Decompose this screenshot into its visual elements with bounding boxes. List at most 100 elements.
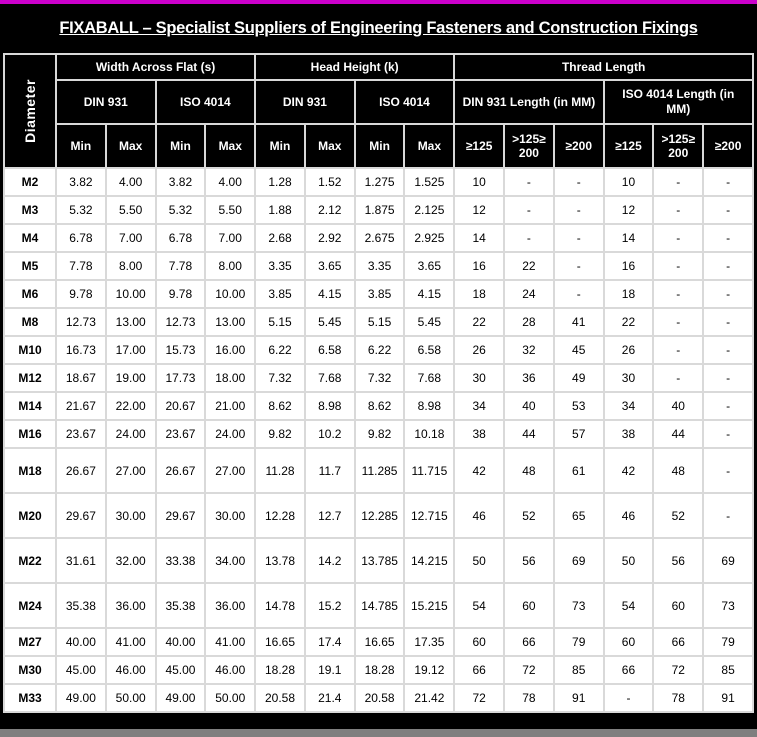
value-cell: 45.00 (55, 655, 107, 685)
value-cell: 66 (453, 655, 506, 685)
group-header-head-height: Head Height (k) (254, 53, 456, 81)
value-cell: 8.62 (254, 391, 306, 421)
diameter-label: Diameter (22, 79, 38, 143)
value-cell: 40.00 (55, 627, 107, 657)
value-cell: 1.275 (353, 167, 406, 197)
value-cell: - (702, 335, 754, 365)
value-cell: - (702, 447, 754, 494)
value-cell: 6.78 (55, 223, 107, 253)
diameter-cell: M24 (3, 582, 57, 629)
value-cell: 34 (453, 391, 506, 421)
subheader-iso4014-hh: ISO 4014 (353, 79, 456, 125)
value-cell: 21.42 (403, 683, 456, 713)
value-cell: 29.67 (55, 492, 107, 539)
value-cell: 8.98 (403, 391, 456, 421)
value-cell: 26 (453, 335, 506, 365)
value-cell: 14.215 (403, 537, 456, 584)
value-cell: - (702, 279, 754, 309)
range-header: >125≥200 (503, 123, 555, 169)
value-cell: 3.35 (254, 251, 306, 281)
value-cell: 49 (552, 363, 605, 393)
value-cell: 38 (453, 419, 506, 449)
value-cell: 12.285 (353, 492, 406, 539)
value-cell: - (652, 195, 705, 225)
measure-header-min: Min (154, 123, 207, 169)
value-cell: 23.67 (55, 419, 107, 449)
value-cell: 56 (503, 537, 555, 584)
diameter-cell: M10 (3, 335, 57, 365)
value-cell: 34.00 (204, 537, 257, 584)
value-cell: - (702, 251, 754, 281)
value-cell: 11.715 (403, 447, 456, 494)
value-cell: - (702, 363, 754, 393)
value-cell: 40 (503, 391, 555, 421)
value-cell: 78 (652, 683, 705, 713)
value-cell: 10.00 (204, 279, 257, 309)
value-cell: 1.52 (303, 167, 356, 197)
value-cell: 24.00 (204, 419, 257, 449)
value-cell: 5.50 (104, 195, 157, 225)
value-cell: 54 (602, 582, 655, 629)
value-cell: 1.88 (254, 195, 306, 225)
diameter-cell: M5 (3, 251, 57, 281)
page-title: FIXABALL – Specialist Suppliers of Engin… (59, 19, 698, 37)
value-cell: - (652, 307, 705, 337)
diameter-cell: M22 (3, 537, 57, 584)
value-cell: 44 (652, 419, 705, 449)
value-cell: 52 (503, 492, 555, 539)
value-cell: - (702, 223, 754, 253)
value-cell: 32 (503, 335, 555, 365)
value-cell: - (702, 419, 754, 449)
corner-diameter-header: Diameter (3, 53, 57, 169)
value-cell: 60 (453, 627, 506, 657)
value-cell: 5.15 (353, 307, 406, 337)
value-cell: 36.00 (204, 582, 257, 629)
value-cell: 7.78 (154, 251, 207, 281)
value-cell: 21.67 (55, 391, 107, 421)
value-cell: - (652, 279, 705, 309)
value-cell: 3.82 (154, 167, 207, 197)
value-cell: 73 (552, 582, 605, 629)
value-cell: 44 (503, 419, 555, 449)
value-cell: 26.67 (55, 447, 107, 494)
value-cell: 10.00 (104, 279, 157, 309)
value-cell: 13.78 (254, 537, 306, 584)
value-cell: 5.32 (55, 195, 107, 225)
range-header: >125≥200 (652, 123, 705, 169)
value-cell: 30.00 (104, 492, 157, 539)
value-cell: 4.15 (403, 279, 456, 309)
table-header: Diameter Width Across Flat (s) Head Heig… (3, 53, 755, 169)
value-cell: 2.125 (403, 195, 456, 225)
header-row-measures: Min Max Min Max Min Max Min Max ≥125 >12… (4, 123, 754, 169)
value-cell: 19.1 (303, 655, 356, 685)
value-cell: 10 (453, 167, 506, 197)
value-cell: 4.00 (104, 167, 157, 197)
value-cell: 14.78 (254, 582, 306, 629)
value-cell: 8.98 (303, 391, 356, 421)
value-cell: 36 (503, 363, 555, 393)
measure-header-max: Max (204, 123, 257, 169)
table-row: M24 35.38 36.00 35.38 36.00 14.78 15.2 14.785 15… (3, 582, 754, 629)
value-cell: 9.82 (353, 419, 406, 449)
value-cell: 50.00 (204, 683, 257, 713)
value-cell: 18.67 (55, 363, 107, 393)
value-cell: 85 (702, 655, 754, 685)
value-cell: 22 (503, 251, 555, 281)
diameter-cell: M20 (3, 492, 57, 539)
value-cell: - (652, 223, 705, 253)
diameter-cell: M3 (3, 195, 57, 225)
value-cell: 26.67 (154, 447, 207, 494)
subheader-din931-waf: DIN 931 (55, 79, 157, 125)
group-header-width-across-flat: Width Across Flat (s) (54, 53, 257, 81)
value-cell: - (552, 251, 605, 281)
value-cell: - (552, 195, 605, 225)
value-cell: 69 (702, 537, 754, 584)
value-cell: 50 (453, 537, 506, 584)
measure-header-max: Max (104, 123, 157, 169)
value-cell: 28 (503, 307, 555, 337)
value-cell: 16.65 (353, 627, 406, 657)
table-row: M20 29.67 30.00 29.67 30.00 12.28 12.7 12.285 12… (3, 492, 754, 539)
value-cell: 66 (602, 655, 655, 685)
value-cell: 20.67 (154, 391, 207, 421)
header-row-standards: DIN 931 ISO 4014 DIN 931 ISO 4014 DIN 93… (4, 79, 755, 125)
